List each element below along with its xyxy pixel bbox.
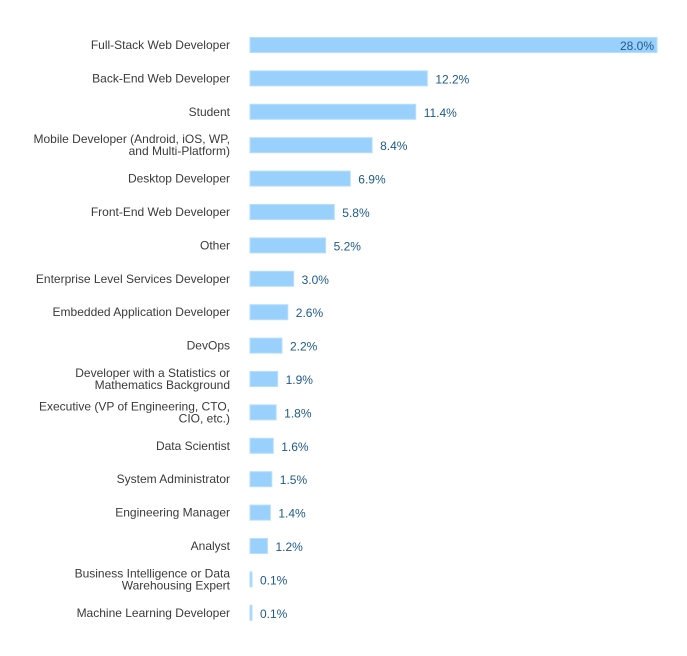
category-label: Business Intelligence or Data Warehousing… — [75, 566, 231, 592]
category-label-line: DevOps — [187, 339, 230, 353]
value-label: 1.6% — [281, 440, 309, 454]
category-label: Developer with a Statistics or Mathematic… — [75, 366, 230, 392]
bar-row: Engineering Manager 1.4% — [115, 504, 306, 521]
category-label-line: Front-End Web Developer — [91, 205, 230, 219]
bar-row: Developer with a Statistics or Mathematic… — [75, 366, 313, 392]
bar-row: Executive (VP of Engineering, CTO, CIO, e… — [39, 399, 312, 425]
bar-row: Desktop Developer 6.9% — [128, 170, 386, 187]
bar — [249, 471, 273, 488]
bar — [249, 604, 253, 621]
category-label-line: Desktop Developer — [128, 172, 230, 186]
category-label: Back-End Web Developer — [92, 71, 230, 85]
category-label: Front-End Web Developer — [91, 205, 230, 219]
bar — [249, 571, 253, 588]
bar — [249, 371, 279, 387]
category-label: DevOps — [187, 339, 230, 353]
bar — [249, 404, 277, 421]
category-label: Desktop Developer — [128, 172, 230, 186]
value-label: 3.0% — [302, 273, 330, 287]
value-label: 0.1% — [260, 607, 288, 621]
category-label: System Administrator — [117, 472, 230, 486]
bar-row: DevOps 2.2% — [187, 337, 318, 354]
category-label-line: Engineering Manager — [115, 506, 230, 520]
category-label: Embedded Application Developer — [53, 305, 230, 319]
category-label-line: Warehousing Expert — [122, 578, 231, 592]
bar-row: Student 11.4% — [189, 103, 457, 120]
category-label-line: Enterprise Level Services Developer — [36, 272, 230, 286]
bar-row: Data Scientist 1.6% — [156, 437, 309, 454]
bar — [249, 103, 417, 120]
bar-row: Full-Stack Web Developer 28.0% — [91, 37, 658, 53]
value-label: 2.6% — [296, 306, 324, 320]
category-label: Machine Learning Developer — [77, 606, 230, 620]
value-label: 5.2% — [334, 239, 362, 253]
category-label: Student — [189, 105, 231, 119]
bar-row: Business Intelligence or Data Warehousing… — [75, 566, 288, 592]
value-label: 1.5% — [280, 473, 308, 487]
bar — [249, 437, 274, 454]
bar-row: Front-End Web Developer 5.8% — [91, 204, 370, 220]
category-label-line: CIO, etc.) — [179, 411, 230, 425]
bar-row: Enterprise Level Services Developer 3.0% — [36, 270, 330, 287]
category-label: Analyst — [191, 539, 231, 553]
category-label-line: Analyst — [191, 539, 231, 553]
bar-row: Back-End Web Developer 12.2% — [92, 70, 470, 87]
category-label-line: Student — [189, 105, 231, 119]
bar-row: Other 5.2% — [200, 237, 362, 254]
category-label: Data Scientist — [156, 439, 231, 453]
value-label: 1.9% — [286, 373, 314, 387]
bar-row: Embedded Application Developer 2.6% — [53, 304, 324, 321]
bar-row: Machine Learning Developer 0.1% — [77, 604, 288, 621]
bar-row: Mobile Developer (Android, iOS, WP, and M… — [33, 132, 407, 158]
bar-row: Analyst 1.2% — [191, 538, 303, 554]
bar-row: System Administrator 1.5% — [117, 471, 308, 488]
category-label-line: System Administrator — [117, 472, 230, 486]
bar — [249, 337, 283, 354]
category-label-line: Executive (VP of Engineering, CTO, — [39, 399, 230, 413]
bar — [249, 304, 289, 321]
value-label: 6.9% — [358, 173, 386, 187]
bar — [249, 237, 327, 254]
value-label: 1.8% — [284, 406, 312, 420]
bar — [249, 504, 271, 521]
value-label: 1.4% — [278, 507, 306, 521]
category-label: Full-Stack Web Developer — [91, 38, 230, 52]
value-label: 2.2% — [290, 340, 318, 354]
value-label: 0.1% — [260, 573, 288, 587]
category-label-line: Other — [200, 238, 230, 252]
category-label-line: Developer with a Statistics or — [75, 366, 230, 380]
category-label: Executive (VP of Engineering, CTO, CIO, e… — [39, 399, 230, 425]
value-label: 28.0% — [620, 39, 654, 53]
category-label-line: Back-End Web Developer — [92, 71, 230, 85]
category-label-line: Data Scientist — [156, 439, 231, 453]
category-label-line: Full-Stack Web Developer — [91, 38, 230, 52]
bar — [249, 37, 658, 53]
bar — [249, 538, 268, 554]
bar — [249, 170, 351, 187]
category-label-line: Machine Learning Developer — [77, 606, 230, 620]
value-label: 12.2% — [435, 72, 469, 86]
category-label-line: Embedded Application Developer — [53, 305, 230, 319]
value-label: 5.8% — [342, 206, 370, 220]
category-label-line: Business Intelligence or Data — [75, 566, 231, 580]
bar — [249, 204, 335, 220]
bar — [249, 270, 295, 287]
category-label: Engineering Manager — [115, 506, 230, 520]
bar — [249, 137, 373, 154]
value-label: 8.4% — [380, 139, 408, 153]
category-label-line: Mathematics Background — [95, 378, 230, 392]
value-label: 11.4% — [424, 106, 457, 120]
category-label-line: and Multi-Platform) — [129, 144, 230, 158]
category-label-line: Mobile Developer (Android, iOS, WP, — [33, 132, 230, 146]
value-label: 1.2% — [275, 540, 303, 554]
category-label: Mobile Developer (Android, iOS, WP, and M… — [33, 132, 230, 158]
category-label: Other — [200, 238, 230, 252]
bar — [249, 70, 428, 87]
category-label: Enterprise Level Services Developer — [36, 272, 230, 286]
